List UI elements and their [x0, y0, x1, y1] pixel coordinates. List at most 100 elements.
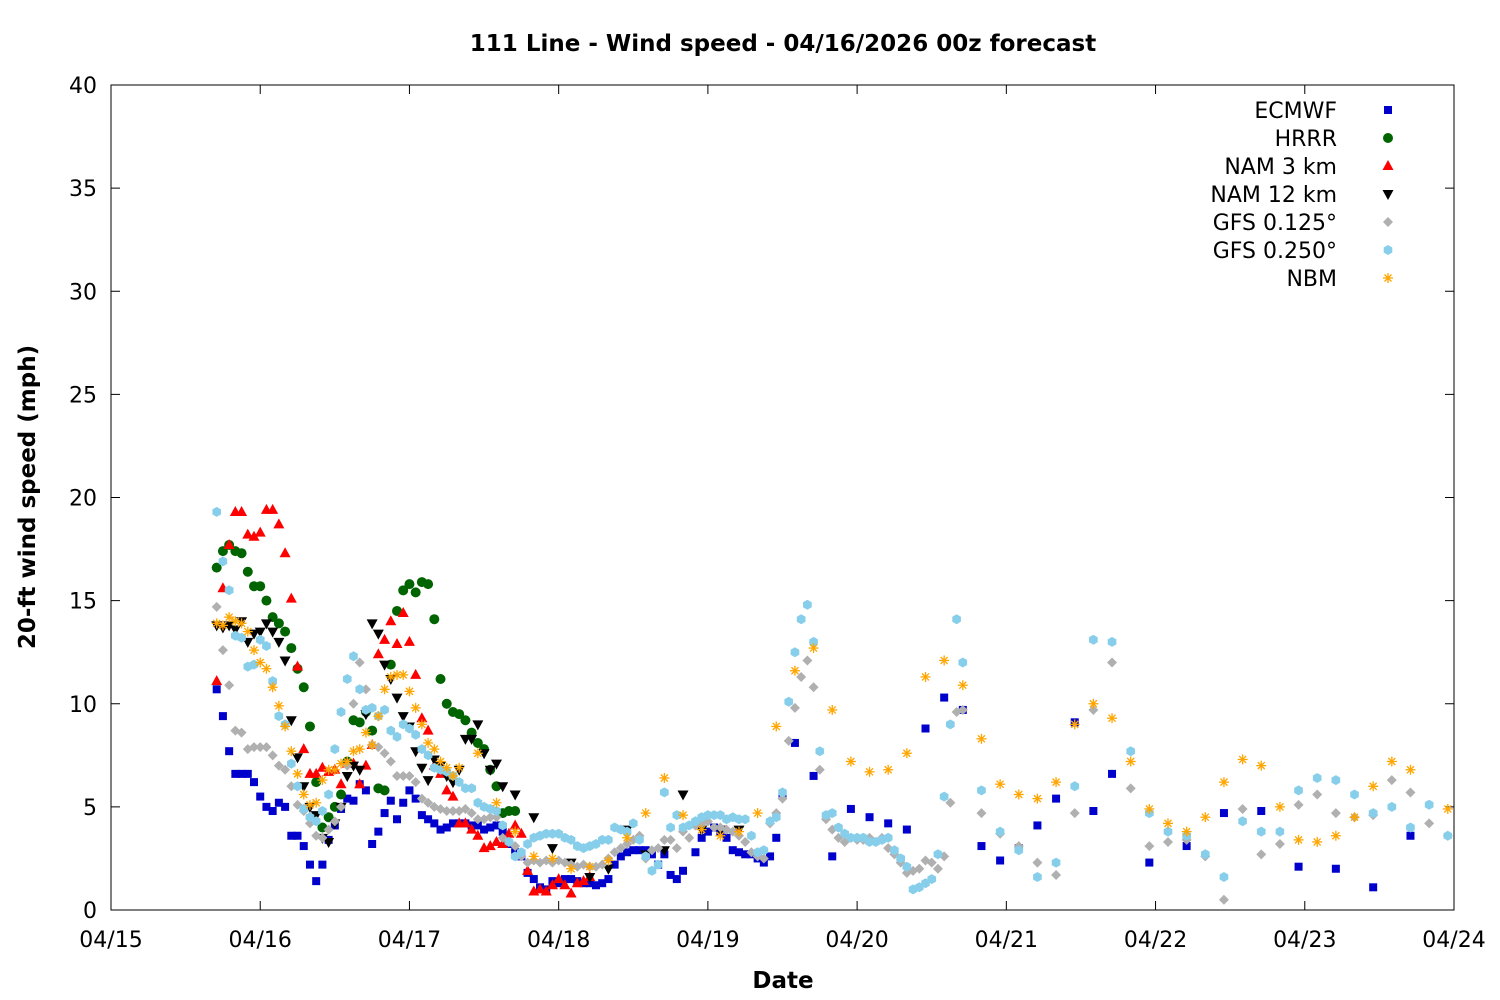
data-point: [559, 879, 571, 890]
y-tick-label: 30: [69, 280, 97, 305]
data-point: [901, 748, 912, 759]
data-point: [1089, 634, 1098, 645]
data-point: [255, 581, 266, 592]
data-point: [466, 808, 477, 819]
data-point: [1256, 760, 1267, 771]
data-point: [678, 810, 689, 821]
data-point: [273, 700, 284, 711]
y-tick-label: 35: [69, 177, 97, 202]
data-point: [405, 786, 414, 795]
data-point: [883, 832, 893, 843]
data-point: [1051, 857, 1061, 868]
data-point: [772, 833, 781, 842]
data-point: [603, 855, 614, 866]
legend-marker-icon: [1383, 245, 1393, 255]
data-point: [491, 812, 502, 823]
data-point: [784, 696, 793, 707]
data-point: [397, 607, 409, 617]
data-point: [790, 647, 800, 658]
data-point: [242, 528, 254, 539]
data-point: [405, 723, 414, 734]
data-point: [304, 721, 315, 732]
data-point: [1330, 830, 1341, 841]
data-point: [1294, 862, 1303, 871]
data-point: [1088, 704, 1099, 715]
data-point: [403, 635, 415, 646]
data-point: [423, 579, 434, 590]
data-point: [484, 840, 496, 851]
data-point: [211, 675, 223, 686]
data-point: [1033, 821, 1042, 830]
data-point: [497, 782, 509, 793]
data-point: [280, 626, 291, 637]
data-point: [684, 832, 695, 843]
data-point: [354, 765, 366, 776]
data-point: [441, 762, 452, 773]
data-point: [280, 764, 291, 775]
data-point: [447, 806, 458, 816]
data-point: [466, 823, 478, 834]
data-point: [529, 875, 538, 884]
data-point: [410, 777, 421, 788]
data-point: [423, 797, 434, 808]
data-point: [391, 693, 403, 704]
data-point: [447, 790, 459, 801]
data-point: [914, 863, 925, 874]
data-point: [1406, 831, 1415, 840]
data-point: [566, 863, 577, 874]
data-point: [1032, 793, 1043, 804]
data-point: [976, 808, 987, 819]
data-point: [498, 827, 507, 836]
data-point: [267, 627, 279, 638]
data-point: [1052, 794, 1061, 803]
data-point: [927, 874, 937, 885]
data-point: [490, 759, 502, 770]
data-point: [740, 836, 751, 847]
data-point: [566, 834, 576, 845]
data-point: [268, 807, 277, 815]
data-point: [318, 806, 327, 816]
data-point: [223, 538, 235, 549]
data-point: [946, 719, 955, 730]
data-point: [391, 637, 403, 648]
data-point: [691, 848, 700, 857]
data-point: [424, 815, 433, 824]
data-point: [386, 725, 396, 736]
data-point: [808, 643, 819, 654]
data-point: [498, 820, 507, 831]
data-point: [677, 790, 689, 801]
data-point: [546, 879, 558, 890]
data-point: [236, 548, 247, 559]
data-point: [554, 879, 563, 888]
data-point: [367, 702, 377, 713]
data-point: [497, 838, 509, 848]
data-point: [254, 627, 266, 638]
data-point: [665, 834, 676, 845]
data-point: [417, 744, 427, 755]
data-point: [224, 680, 235, 691]
data-point: [237, 632, 246, 643]
data-point: [379, 660, 391, 671]
data-point: [248, 530, 260, 541]
data-point: [653, 859, 663, 870]
data-point: [398, 669, 409, 680]
data-point: [597, 859, 608, 870]
data-point: [224, 585, 234, 596]
data-point: [734, 848, 743, 857]
data-point: [335, 778, 347, 789]
data-point: [796, 671, 807, 682]
data-point: [410, 587, 421, 598]
data-point: [933, 849, 943, 860]
data-point: [629, 846, 638, 855]
data-point: [510, 826, 521, 837]
data-point: [1405, 764, 1416, 775]
data-point: [298, 743, 310, 754]
data-point: [509, 819, 521, 830]
y-tick-label: 10: [69, 693, 97, 718]
data-point: [957, 680, 968, 691]
data-point: [292, 768, 303, 779]
x-tick-label: 04/16: [229, 928, 292, 953]
data-point: [224, 612, 235, 623]
data-point: [814, 764, 825, 775]
data-point: [790, 738, 799, 747]
